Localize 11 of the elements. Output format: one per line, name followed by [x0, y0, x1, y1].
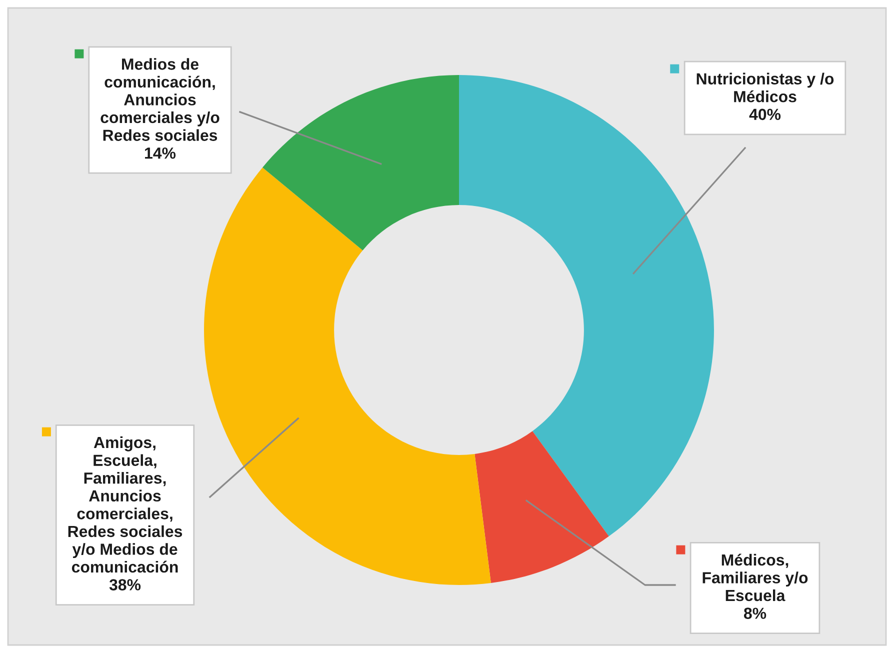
legend-label: Medios de comunicación, Anuncios comerciales y/o Redes sociales	[100, 58, 220, 141]
slice-label: Nutricionistas y /o Médicos	[696, 72, 834, 102]
data-label: 14%	[145, 147, 176, 159]
donut-slice	[204, 167, 491, 585]
data-label: 8%	[744, 608, 766, 619]
donut-slice	[474, 431, 609, 583]
legend-label: Médicos, Familiares y/o Escuela	[702, 554, 808, 602]
donut-slice	[262, 75, 459, 250]
data-label: 40%	[749, 108, 781, 120]
data-label: 38%	[109, 579, 141, 590]
slice-label: Amigos, Escuela, Familiares, Anuncios comerciales, Redes sociales y/o Medios de comunicación	[68, 436, 182, 573]
